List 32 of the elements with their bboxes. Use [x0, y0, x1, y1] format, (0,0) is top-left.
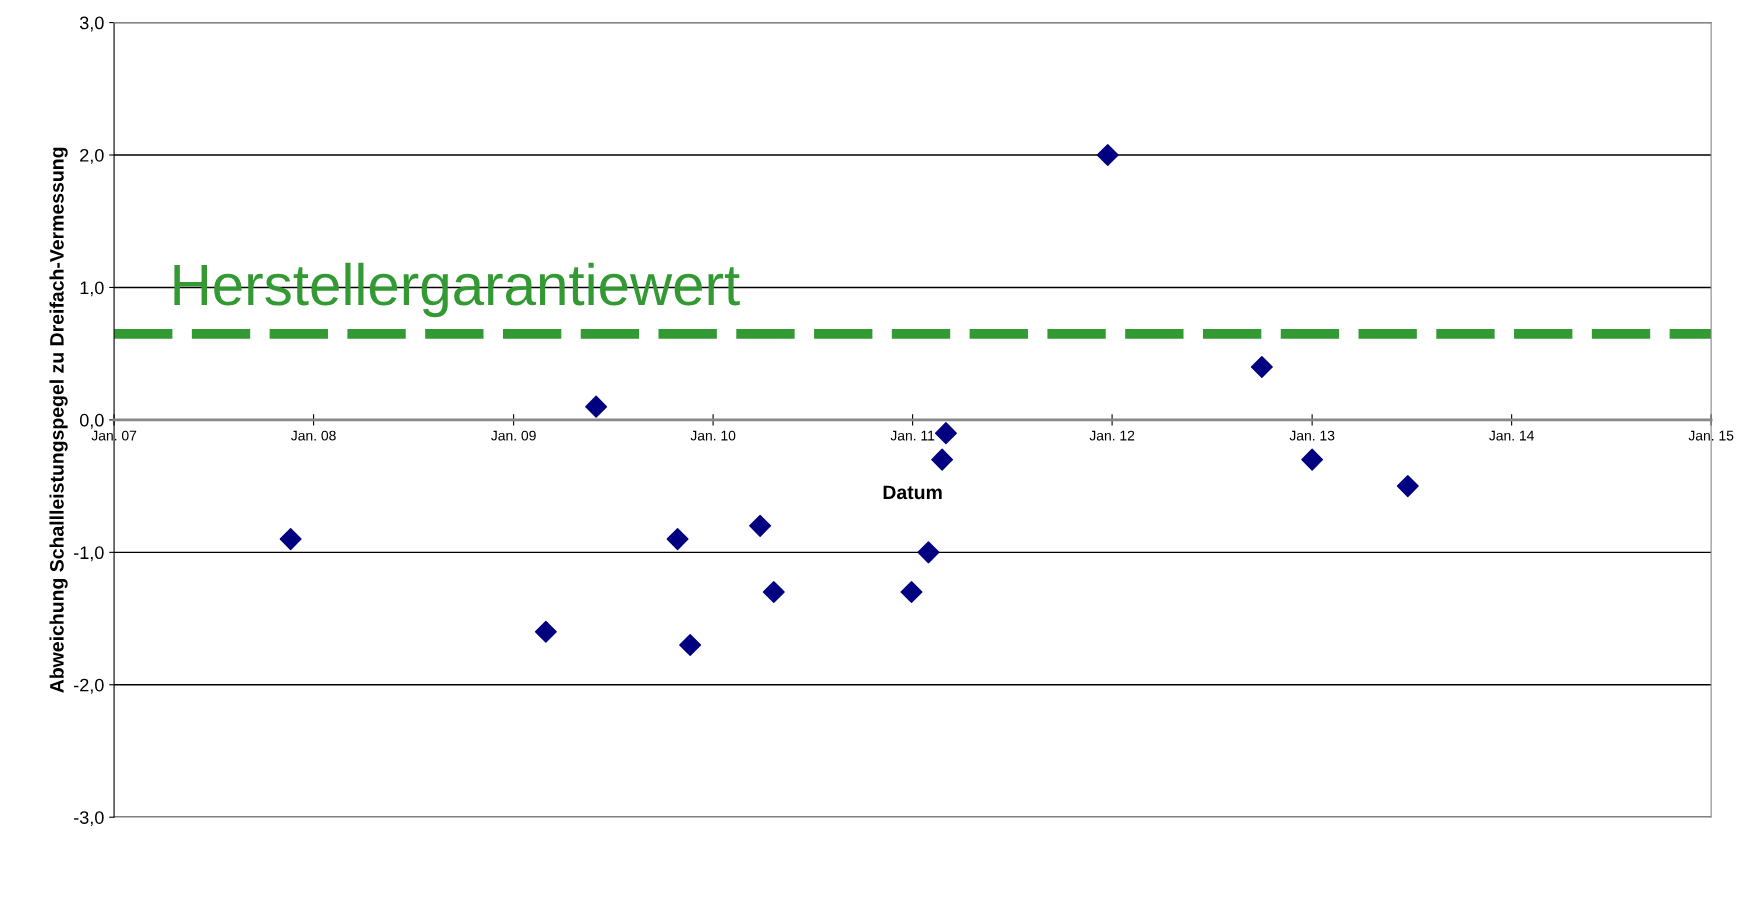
- point: [666, 528, 689, 551]
- point: [1096, 144, 1119, 167]
- y-tick-label: 0,0: [79, 413, 104, 429]
- x-tick-label: Jan. 14: [1489, 430, 1535, 441]
- point: [900, 581, 923, 604]
- x-tick-label: Jan. 15: [1688, 430, 1734, 441]
- point: [931, 448, 954, 471]
- x-axis-title: Datum: [883, 485, 942, 500]
- x-tick-label: Jan. 12: [1089, 430, 1135, 441]
- point: [679, 634, 702, 657]
- y-tick-label: -2,0: [74, 678, 104, 694]
- point: [1250, 355, 1273, 378]
- y-tick-label: -3,0: [74, 811, 104, 827]
- point: [917, 541, 940, 564]
- x-tick-label: Jan. 10: [690, 430, 736, 441]
- point: [749, 514, 772, 537]
- y-tick-label: 1,0: [80, 281, 104, 297]
- y-tick-label: -1,0: [74, 546, 104, 562]
- point: [934, 422, 957, 445]
- x-tick-label: Jan. 13: [1289, 430, 1335, 441]
- y-tick-label: 3,0: [79, 16, 104, 32]
- x-tick-label: Jan. 11: [890, 430, 935, 441]
- point: [1301, 448, 1324, 471]
- x-tick-label: Jan. 08: [291, 430, 336, 441]
- point: [534, 620, 557, 643]
- point: [279, 528, 302, 551]
- x-tick-label: Jan. 09: [491, 430, 536, 441]
- y-axis-title: Abweichung Schallleistungspegel zu Dreifach-Vermessung: [49, 147, 68, 693]
- point: [585, 395, 608, 418]
- y-tick-label: 2,0: [80, 148, 104, 164]
- point: [1396, 475, 1419, 498]
- point: [762, 581, 785, 604]
